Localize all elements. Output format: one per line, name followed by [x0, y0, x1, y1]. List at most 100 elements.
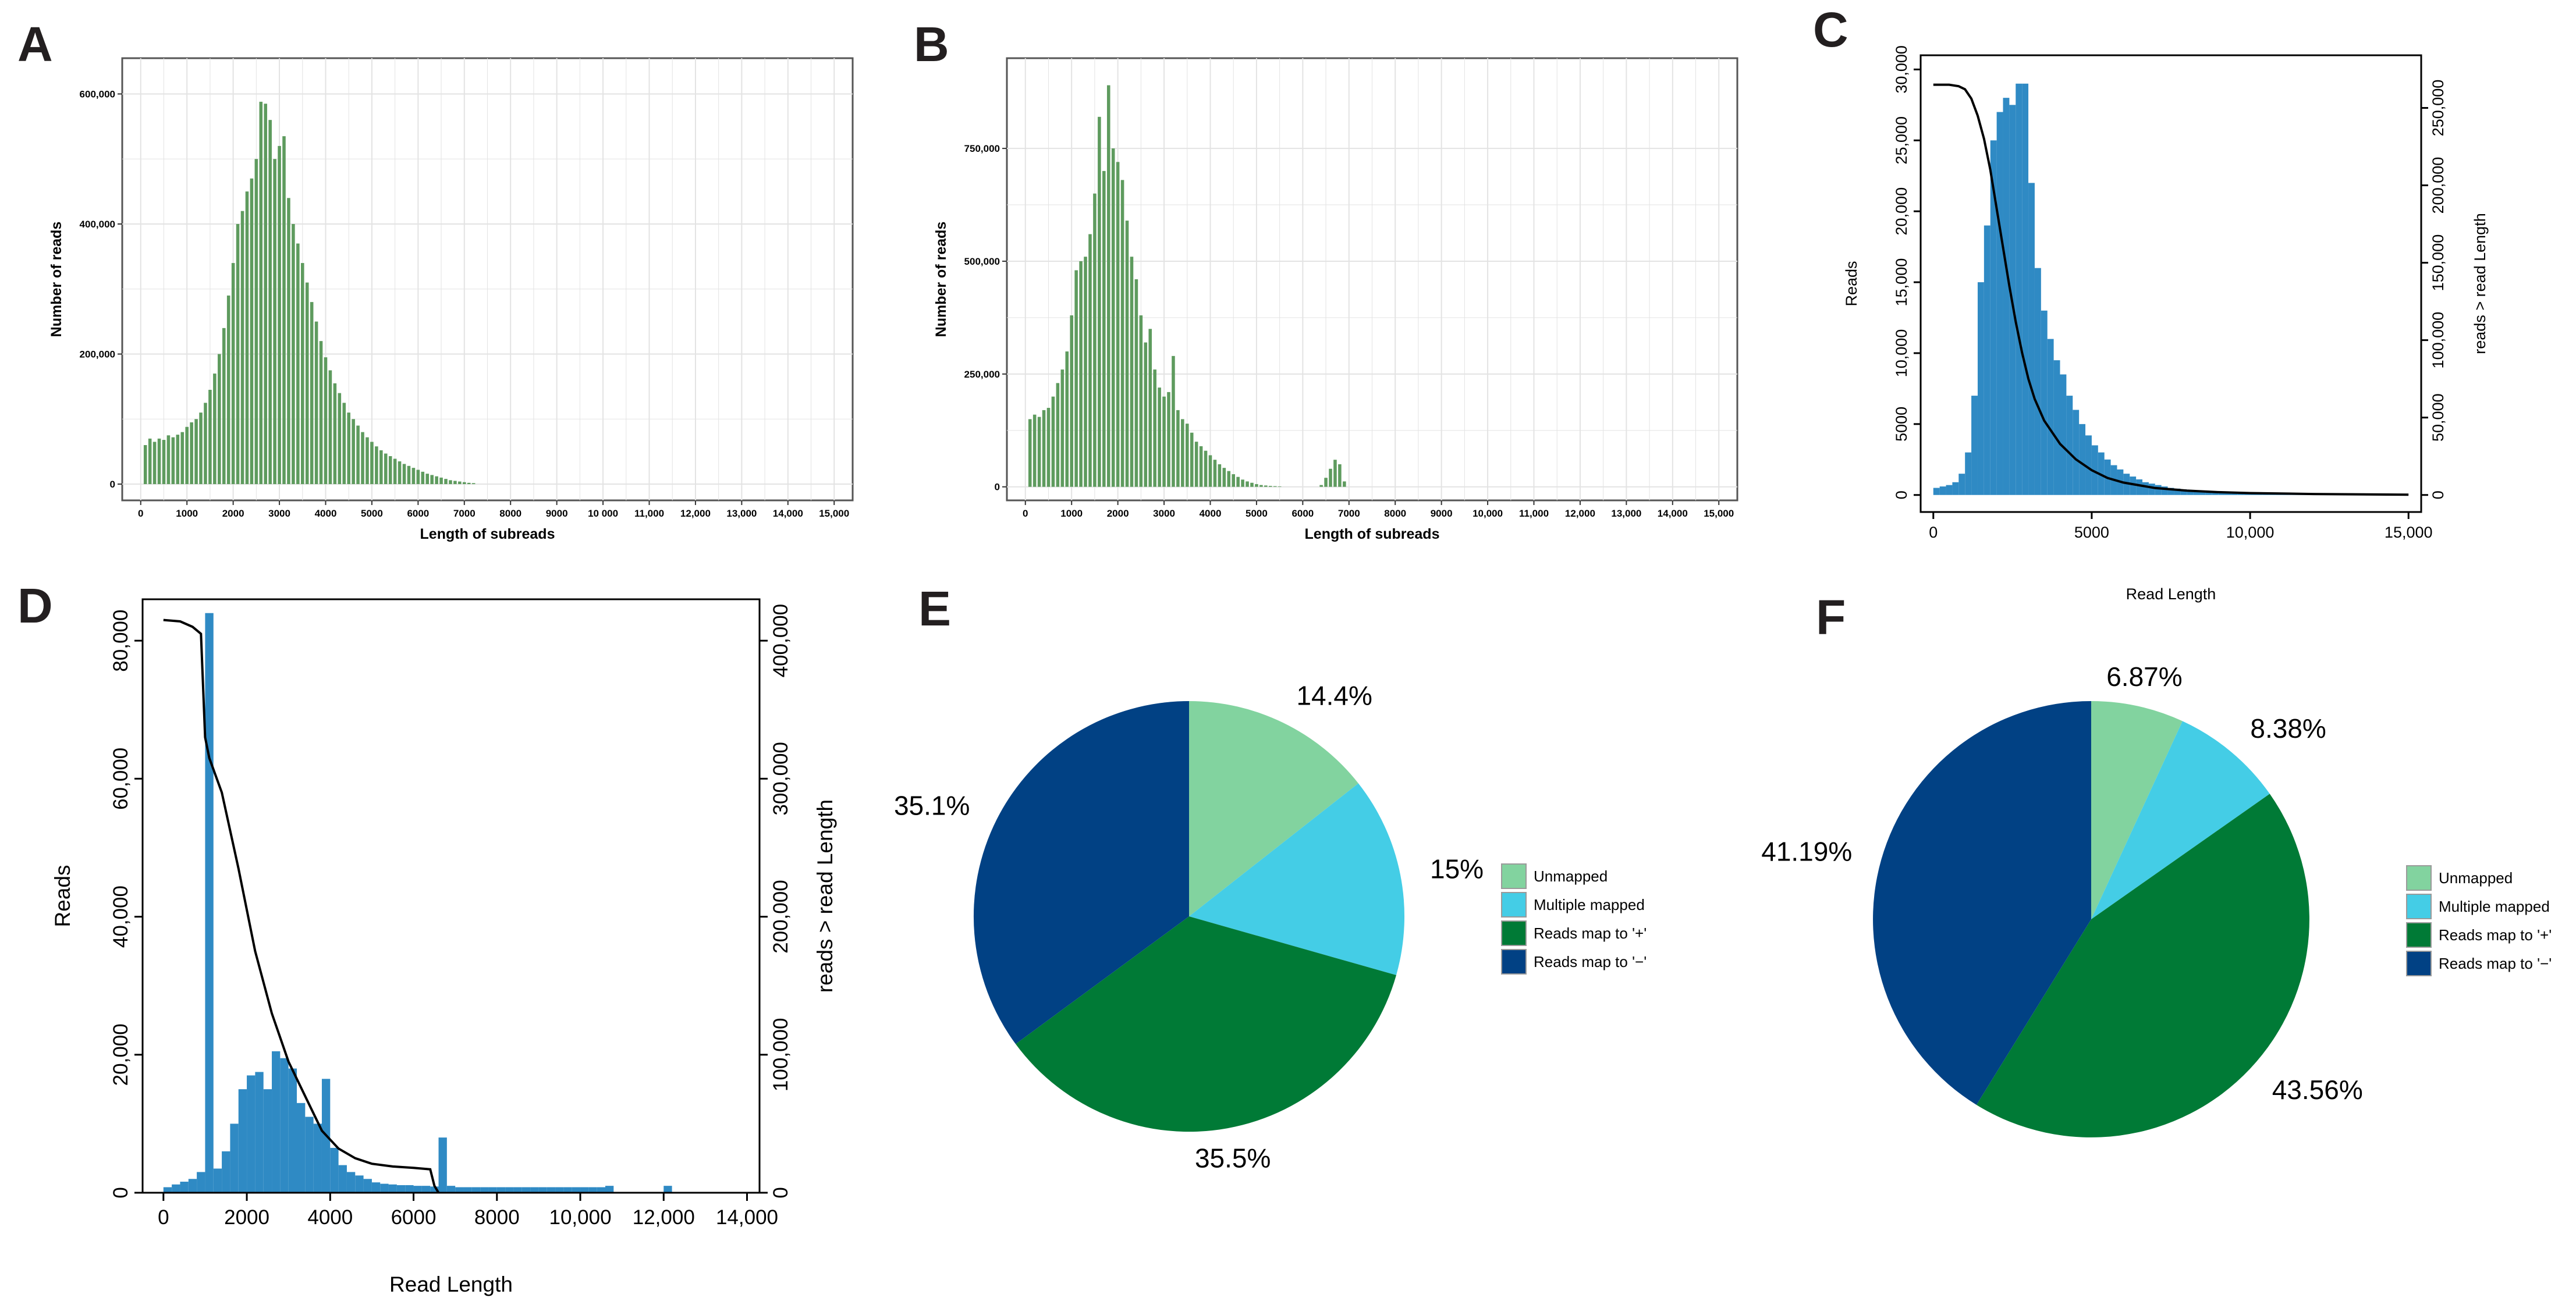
bar — [1148, 329, 1152, 487]
bar — [1273, 486, 1277, 487]
x-tick-label: 4000 — [307, 1206, 353, 1229]
bar — [1120, 180, 1124, 487]
bar — [453, 481, 457, 485]
bar — [1065, 351, 1069, 487]
bar — [370, 442, 374, 485]
x-tick-label: 9000 — [546, 508, 568, 519]
bar — [338, 393, 342, 485]
bar — [204, 403, 207, 485]
x-tick-label: 6000 — [407, 508, 429, 519]
bar — [296, 243, 300, 485]
bar — [264, 104, 268, 485]
y-tick-label: 0 — [110, 479, 115, 490]
bar — [292, 224, 295, 485]
bar — [375, 446, 378, 485]
pie-slice — [1189, 783, 1405, 975]
bar — [305, 282, 309, 485]
bar — [2187, 490, 2194, 495]
x-tick-label: 10 000 — [588, 508, 618, 519]
x-tick-label: 8000 — [499, 508, 521, 519]
bar — [236, 224, 240, 485]
bar — [333, 383, 337, 485]
x-tick-label: 12,000 — [680, 508, 711, 519]
bar — [572, 1187, 581, 1193]
bar — [530, 1187, 539, 1193]
pie-slice — [973, 701, 1189, 1044]
bar — [166, 435, 171, 485]
bar — [2022, 83, 2029, 495]
bar — [471, 1187, 481, 1193]
bar — [398, 461, 402, 485]
bar — [314, 321, 318, 485]
y-axis-label: Reads — [51, 865, 74, 927]
y-tick-label: 200,000 — [80, 349, 115, 360]
bar — [2174, 488, 2181, 495]
x-tick-label: 2000 — [222, 508, 244, 519]
bar — [463, 1187, 472, 1193]
chart-a-subread-length-histogram: 0 1000 2000 3000 4000 5000 6000 7000 8000 9000 10 … — [48, 57, 854, 542]
bar — [2199, 491, 2206, 495]
bar — [380, 1183, 389, 1193]
bar — [2003, 98, 2010, 495]
bar — [1343, 481, 1346, 487]
bar — [330, 1147, 339, 1193]
x-tick-label: 5000 — [1246, 508, 1268, 519]
bar — [287, 198, 290, 485]
bar — [2180, 489, 2187, 495]
bar — [1952, 482, 1959, 495]
bar — [1259, 485, 1263, 487]
legend-swatch — [1501, 920, 1527, 946]
cumulative-curve — [163, 618, 440, 1194]
bar — [563, 1187, 572, 1193]
y-tick-label: 15,000 — [1893, 258, 1910, 307]
bar — [505, 1187, 514, 1193]
bar — [152, 442, 157, 485]
x-tick-label: 11,000 — [634, 508, 664, 519]
x-tick-label: 15,000 — [819, 508, 849, 519]
bar — [1977, 282, 1984, 495]
bar — [180, 1182, 189, 1193]
bar — [2060, 374, 2067, 495]
x-tick-label: 5000 — [2074, 524, 2109, 541]
pie-slice — [2091, 701, 2183, 919]
bar — [1084, 257, 1087, 487]
chart-d-read-length-histogram: 0 2000 4000 6000 8000 10,000 12,000 14,000 0 20,0… — [51, 598, 837, 1296]
legend-label: Reads map to '−' — [1534, 953, 1647, 970]
bar — [1204, 450, 1208, 487]
bar — [1324, 478, 1328, 487]
bar — [1319, 485, 1323, 487]
x-tick-label: 0 — [158, 1206, 169, 1229]
x-axis-label: Length of subreads — [420, 526, 555, 542]
bar — [1933, 488, 1940, 495]
bar — [1088, 234, 1092, 487]
y-axis-label: Number of reads — [933, 222, 949, 337]
cumulative-curve — [1933, 83, 2409, 496]
bar — [205, 613, 214, 1193]
bar — [1241, 479, 1244, 487]
plot-frame — [141, 598, 761, 1194]
pie-value-label: 14.4% — [1296, 680, 1372, 710]
bar — [430, 1186, 439, 1193]
bar — [1106, 85, 1110, 487]
bar — [2205, 492, 2212, 495]
y-tick-label: 750,000 — [964, 143, 1000, 154]
bar — [2142, 482, 2149, 495]
bar — [2123, 474, 2130, 495]
bar — [356, 425, 360, 485]
x-tick-label: 12,000 — [1565, 508, 1595, 519]
bar — [396, 1185, 406, 1193]
bar — [467, 482, 471, 485]
x-axis-label: Read Length — [2126, 585, 2216, 603]
bar — [1222, 468, 1226, 487]
bar — [247, 1075, 256, 1193]
bar — [1190, 432, 1194, 487]
x-tick-label: 9000 — [1431, 508, 1453, 519]
x-tick-label: 6000 — [391, 1206, 437, 1229]
bar — [2237, 493, 2244, 495]
bar — [2091, 445, 2098, 495]
bar — [1093, 193, 1097, 487]
bar — [1246, 481, 1249, 487]
bar — [208, 390, 212, 485]
y2-axis-label: reads > read Length — [2471, 213, 2489, 354]
bar — [180, 432, 184, 485]
